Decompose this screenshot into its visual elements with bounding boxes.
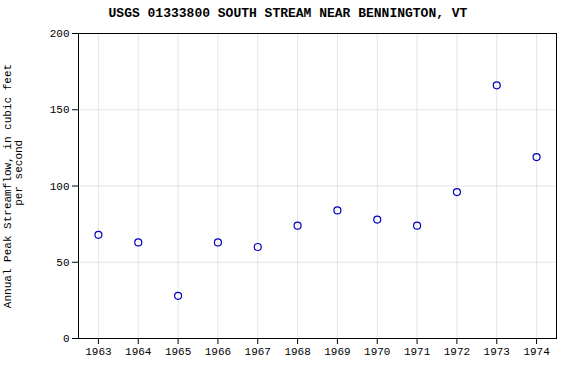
svg-text:1967: 1967 (245, 346, 271, 358)
svg-text:1966: 1966 (205, 346, 231, 358)
svg-text:150: 150 (50, 104, 70, 116)
svg-text:1968: 1968 (284, 346, 310, 358)
svg-text:100: 100 (50, 181, 70, 193)
svg-text:1964: 1964 (125, 346, 152, 358)
svg-text:1971: 1971 (404, 346, 431, 358)
svg-text:1972: 1972 (444, 346, 470, 358)
html-text:USGS 01333800 SOUTH STREAM NEA: USGS 01333800 SOUTH STREAM NEAR BENNINGT… (108, 6, 468, 21)
svg-text:50: 50 (56, 257, 69, 269)
svg-text:1970: 1970 (364, 346, 390, 358)
svg-text:1969: 1969 (324, 346, 350, 358)
svg-text:1973: 1973 (484, 346, 510, 358)
svg-text:1965: 1965 (165, 346, 191, 358)
svg-text:1974: 1974 (523, 346, 550, 358)
svg-text:Annual Peak Streamflow, in cub: Annual Peak Streamflow, in cubic feet pe… (2, 64, 25, 308)
svg-text:1963: 1963 (85, 346, 111, 358)
svg-text:200: 200 (50, 28, 70, 40)
svg-text:0: 0 (63, 333, 70, 345)
